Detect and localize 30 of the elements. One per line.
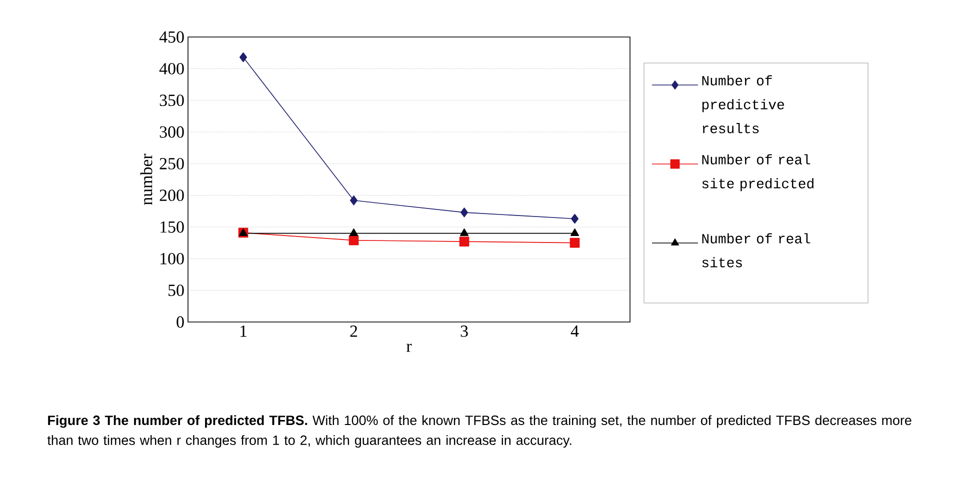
text: Figure 3 The number of predicted TFBS. With 100% of the known TFBSs as the training set, the number of predicted TFBS decreases more than two times when r changes from 1 to 2, which guarantees an increase in accuracy.	[47, 415, 912, 448]
y-tick-label: 300	[160, 126, 184, 138]
point	[570, 228, 580, 236]
legend-label: Number of predictive results	[702, 75, 784, 134]
point	[460, 208, 468, 218]
y-tick-label: 200	[160, 190, 184, 202]
x-axis-title: r	[406, 344, 412, 352]
point	[460, 228, 469, 236]
point	[459, 236, 470, 246]
y-axis-title: number	[140, 154, 152, 205]
y-tick-label: 400	[159, 62, 184, 74]
point	[239, 52, 248, 62]
y-tick-label: 50	[168, 284, 184, 296]
x-tick-label: 4	[570, 326, 579, 337]
point	[349, 228, 358, 236]
legend-label: Number of real site predicted	[702, 154, 814, 192]
y-tick-label: 0	[176, 316, 184, 328]
x-tick-label: 1	[240, 326, 246, 337]
x-tick-label: 3	[460, 326, 468, 337]
point	[570, 238, 580, 248]
point	[350, 196, 358, 206]
y-tick-label: 450	[159, 31, 184, 43]
point	[348, 235, 359, 246]
point	[570, 214, 579, 224]
y-tick-label: 250	[160, 158, 184, 170]
y-tick-label: 350	[160, 94, 184, 106]
y-tick-label: 150	[160, 221, 184, 233]
y-tick-label: 100	[160, 252, 184, 264]
legend-label: Number of real sites	[702, 233, 810, 268]
x-tick-label: 2	[350, 326, 358, 337]
